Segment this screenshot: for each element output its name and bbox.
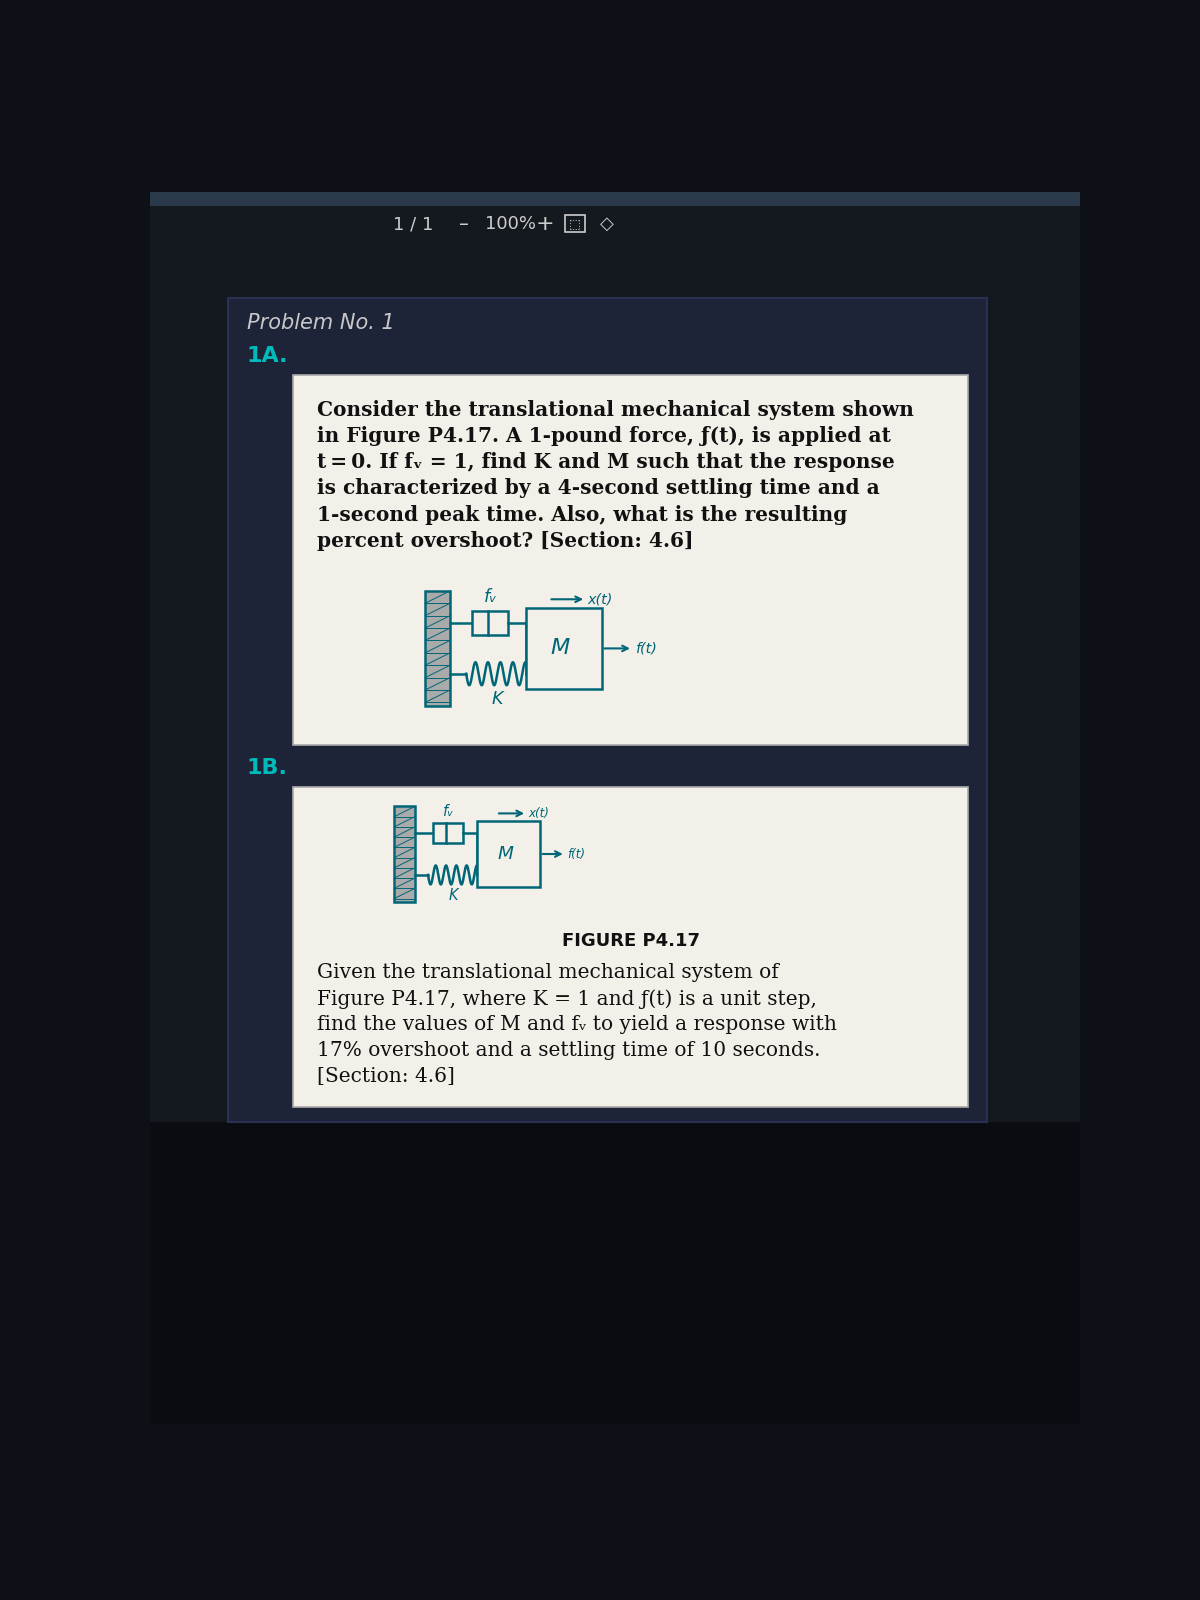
Bar xyxy=(293,787,967,1107)
Text: ◇: ◇ xyxy=(600,214,614,232)
Text: percent overshoot? [Section: 4.6]: percent overshoot? [Section: 4.6] xyxy=(317,531,694,550)
Text: M: M xyxy=(551,638,570,659)
Text: +: + xyxy=(536,214,554,234)
Text: 17% overshoot and a settling time of 10 seconds.: 17% overshoot and a settling time of 10 … xyxy=(317,1042,820,1061)
Text: M: M xyxy=(498,845,514,862)
Text: 1 / 1: 1 / 1 xyxy=(394,216,433,234)
Bar xyxy=(565,214,584,232)
Text: x(t): x(t) xyxy=(588,592,613,606)
Text: 1A.: 1A. xyxy=(247,346,288,366)
Text: –: – xyxy=(458,214,469,234)
Text: K: K xyxy=(449,888,458,902)
Text: in Figure P4.17. A 1-pound force, ƒ(t), is applied at: in Figure P4.17. A 1-pound force, ƒ(t), … xyxy=(317,426,890,446)
Bar xyxy=(425,590,450,706)
Text: Given the translational mechanical system of: Given the translational mechanical syste… xyxy=(317,963,779,982)
Text: [Section: 4.6]: [Section: 4.6] xyxy=(317,1067,455,1086)
Text: ⬚: ⬚ xyxy=(569,218,581,230)
Bar xyxy=(986,240,1080,1179)
Text: fᵥ: fᵥ xyxy=(484,589,497,606)
Text: Figure P4.17, where K = 1 and ƒ(t) is a unit step,: Figure P4.17, where K = 1 and ƒ(t) is a … xyxy=(317,989,816,1008)
Text: find the values of M and fᵥ to yield a response with: find the values of M and fᵥ to yield a r… xyxy=(317,1014,836,1034)
Text: x(t): x(t) xyxy=(528,806,550,819)
Bar xyxy=(150,240,228,1179)
Text: Consider the translational mechanical system shown: Consider the translational mechanical sy… xyxy=(317,400,913,419)
Bar xyxy=(150,206,1080,240)
Text: is characterized by a 4-second settling time and a: is characterized by a 4-second settling … xyxy=(317,478,880,499)
Bar xyxy=(526,608,601,688)
Text: fᵥ: fᵥ xyxy=(443,805,454,819)
Text: t = 0. If fᵥ = 1, find K and M such that the response: t = 0. If fᵥ = 1, find K and M such that… xyxy=(317,453,894,472)
Bar xyxy=(394,806,415,901)
Bar xyxy=(433,822,462,843)
Text: 100%: 100% xyxy=(485,216,536,234)
Text: K: K xyxy=(492,690,503,707)
Text: f(t): f(t) xyxy=(568,848,586,861)
Bar xyxy=(150,240,1080,298)
Text: 1-second peak time. Also, what is the resulting: 1-second peak time. Also, what is the re… xyxy=(317,504,847,525)
Text: f(t): f(t) xyxy=(635,642,656,656)
Bar xyxy=(150,1122,1080,1424)
Bar xyxy=(478,821,540,888)
Bar xyxy=(473,611,508,635)
Text: Problem No. 1: Problem No. 1 xyxy=(247,314,395,333)
Text: 1B.: 1B. xyxy=(247,758,288,778)
Bar xyxy=(293,376,967,746)
Bar xyxy=(228,298,986,1122)
Text: FIGURE P4.17: FIGURE P4.17 xyxy=(562,933,700,950)
Bar xyxy=(150,192,1080,206)
